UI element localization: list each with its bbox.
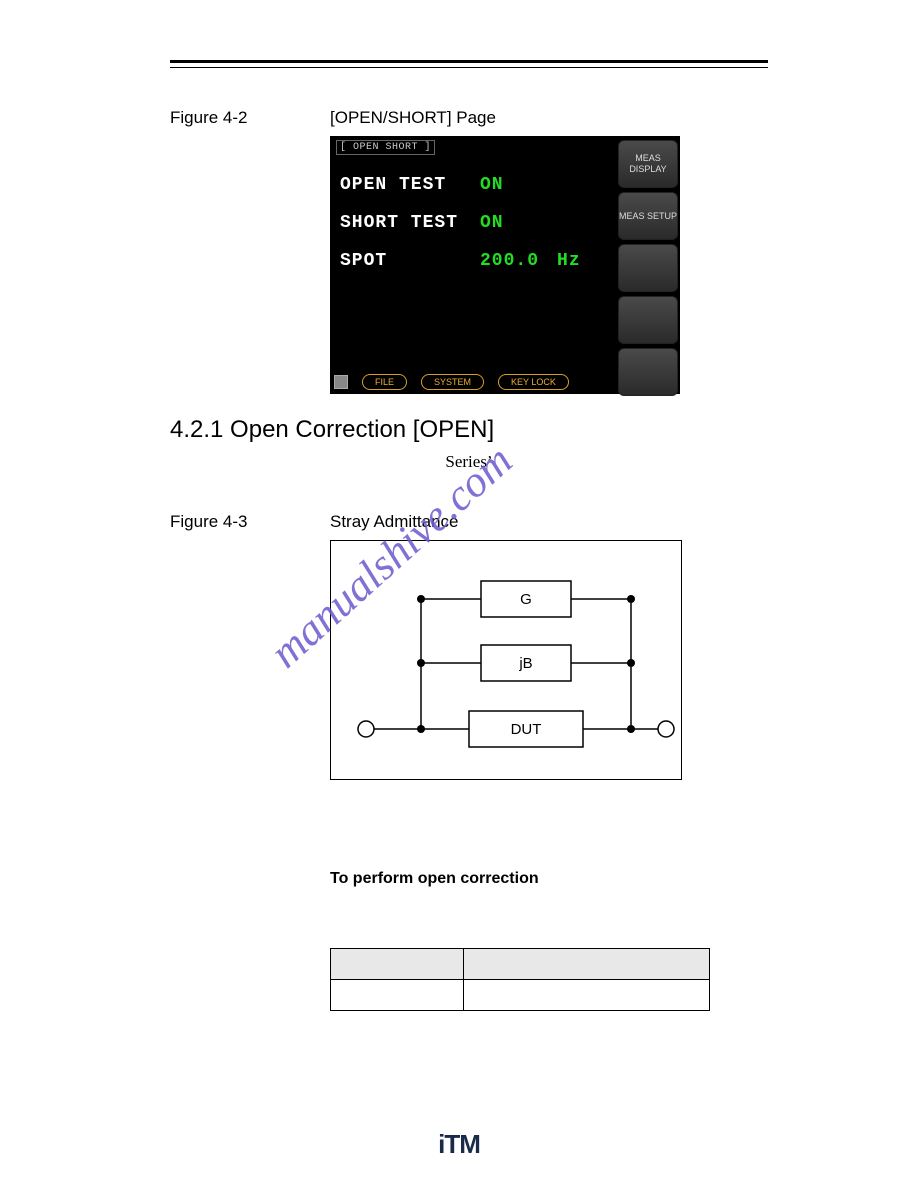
disk-icon: [334, 375, 348, 389]
lcr-short-value: ON: [480, 204, 504, 242]
section-heading: 4.2.1 Open Correction [OPEN]: [170, 416, 768, 444]
figure-4-3-row: Figure 4-3 Stray Admittance: [170, 512, 768, 532]
softkey-4[interactable]: [618, 296, 678, 344]
lcr-params: OPEN TEST ON SHORT TEST ON SPOT 200.0 Hz: [340, 166, 581, 280]
series-label: Series’: [170, 452, 768, 472]
pill-file[interactable]: FILE: [362, 374, 407, 390]
procedure-heading: To perform open correction: [330, 870, 768, 888]
svg-text:jB: jB: [518, 655, 532, 672]
lcr-row-spot: SPOT 200.0 Hz: [340, 242, 581, 280]
pill-keylock[interactable]: KEY LOCK: [498, 374, 569, 390]
pill-system[interactable]: SYSTEM: [421, 374, 484, 390]
lcr-spot-unit: Hz: [557, 242, 581, 280]
footer-logo: iTM: [0, 1129, 918, 1160]
table-cell-2: [464, 980, 710, 1011]
table-header-2: [464, 949, 710, 980]
lcr-spot-value: 200.0: [480, 242, 539, 280]
lcr-bottom-bar: FILE SYSTEM KEY LOCK: [334, 374, 676, 390]
lcr-softkeys: MEAS DISPLAY MEAS SETUP: [618, 140, 678, 396]
document-page: Figure 4-2 [OPEN/SHORT] Page [ OPEN SHOR…: [0, 0, 918, 1188]
figure-4-2-title: [OPEN/SHORT] Page: [330, 108, 496, 128]
stray-admittance-diagram: GjB DUT: [330, 540, 682, 780]
lcr-open-label: OPEN TEST: [340, 166, 480, 204]
lcr-short-label: SHORT TEST: [340, 204, 480, 242]
figure-4-3-title: Stray Admittance: [330, 512, 459, 532]
table-cell-1: [331, 980, 464, 1011]
softkey-table: [330, 948, 710, 1011]
softkey-3[interactable]: [618, 244, 678, 292]
softkey-meas-setup[interactable]: MEAS SETUP: [618, 192, 678, 240]
lcr-open-value: ON: [480, 166, 504, 204]
lcr-row-short: SHORT TEST ON: [340, 204, 581, 242]
figure-4-3-label: Figure 4-3: [170, 512, 330, 532]
figure-4-2-label: Figure 4-2: [170, 108, 330, 128]
figure-4-2-row: Figure 4-2 [OPEN/SHORT] Page: [170, 108, 768, 128]
softkey-meas-display[interactable]: MEAS DISPLAY: [618, 140, 678, 188]
table-header-1: [331, 949, 464, 980]
lcr-spot-label: SPOT: [340, 242, 480, 280]
top-rule: [170, 60, 768, 68]
lcr-header: [ OPEN SHORT ]: [336, 140, 435, 155]
lcr-row-open: OPEN TEST ON: [340, 166, 581, 204]
svg-text:G: G: [520, 591, 532, 608]
lcr-screenshot: [ OPEN SHORT ] OPEN TEST ON SHORT TEST O…: [330, 136, 680, 394]
svg-text:DUT: DUT: [511, 721, 542, 738]
